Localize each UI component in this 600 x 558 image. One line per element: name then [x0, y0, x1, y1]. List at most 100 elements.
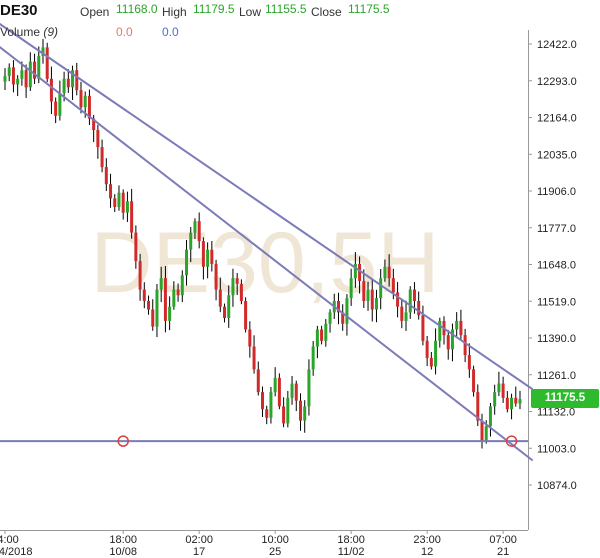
candle — [134, 225, 138, 269]
candle — [472, 365, 476, 397]
candle — [172, 281, 176, 310]
candle — [239, 279, 243, 305]
support-trendline[interactable] — [0, 45, 534, 462]
candle — [180, 270, 184, 303]
candle — [71, 65, 75, 100]
candle — [438, 317, 442, 348]
candle — [459, 309, 463, 340]
candle — [197, 212, 201, 249]
y-tick-label: 12422.0 — [537, 39, 577, 51]
candle — [480, 413, 484, 449]
candle — [159, 266, 163, 303]
close-label: Close — [311, 5, 342, 19]
candle — [434, 328, 438, 375]
candle — [298, 393, 302, 431]
volume-label: Volume (9) — [0, 25, 58, 39]
candle — [315, 325, 319, 359]
resistance-trendline[interactable] — [0, 22, 534, 391]
candle — [446, 329, 450, 360]
candle — [463, 328, 467, 363]
candle — [54, 97, 58, 124]
low-value: 11155.5 — [265, 2, 307, 16]
x-tick-time: 18:00 — [337, 534, 365, 546]
candle — [488, 402, 492, 437]
candle — [130, 188, 134, 239]
candle — [20, 61, 24, 86]
last-price-tag: 11175.5 — [531, 389, 599, 408]
candle — [206, 242, 210, 279]
candle — [510, 393, 514, 420]
candle — [210, 240, 214, 272]
candle — [185, 239, 189, 286]
candle — [45, 42, 49, 83]
candle — [121, 189, 125, 220]
candle — [218, 277, 222, 313]
y-tick-label: 12164.0 — [537, 113, 577, 125]
y-tick-label: 11648.0 — [537, 260, 576, 272]
candle — [324, 319, 328, 347]
y-tick-label: 12035.0 — [537, 149, 577, 161]
candle — [497, 371, 501, 397]
candle — [147, 295, 151, 315]
candle — [450, 323, 454, 362]
candle — [286, 390, 290, 428]
high-value: 11179.5 — [193, 2, 235, 16]
candle — [374, 289, 378, 323]
candle — [113, 194, 117, 213]
candle — [311, 341, 315, 376]
candle — [244, 297, 248, 333]
y-tick-label: 11906.0 — [537, 186, 576, 198]
y-tick-label: 10874.0 — [537, 480, 577, 492]
candle — [387, 254, 391, 287]
candle — [400, 298, 404, 329]
candle — [176, 283, 180, 302]
candle — [163, 266, 167, 333]
candle — [505, 391, 509, 413]
candle — [58, 80, 62, 121]
low-label: Low — [239, 5, 262, 19]
candle — [96, 124, 100, 159]
marker-circle[interactable] — [505, 435, 518, 447]
candle — [24, 64, 28, 98]
candle — [277, 373, 281, 410]
candle — [336, 292, 340, 325]
x-tick-date: 11/02 — [338, 546, 365, 558]
y-tick-label: 11132.0 — [537, 407, 575, 419]
x-tick-date: 21 — [497, 546, 509, 558]
candle — [341, 304, 345, 331]
marker-circle[interactable] — [117, 435, 129, 447]
open-value: 11168.0 — [116, 2, 158, 16]
candle — [7, 63, 11, 82]
x-tick-time: 04:00 — [0, 534, 19, 546]
candle — [358, 256, 362, 294]
candle — [252, 335, 256, 374]
candle — [79, 81, 83, 114]
candle — [421, 305, 425, 346]
candle — [404, 300, 408, 331]
candle — [227, 285, 231, 328]
candle — [294, 380, 298, 412]
candle — [396, 282, 400, 318]
candle — [467, 343, 471, 378]
candle — [273, 367, 277, 397]
x-tick-date: 25 — [269, 546, 281, 558]
x-tick-time: 18:00 — [109, 534, 137, 546]
candle — [109, 173, 113, 208]
volume-param: (9) — [43, 25, 59, 39]
y-tick-label: 11003.0 — [537, 443, 576, 455]
trendlines — [0, 22, 534, 462]
candle — [256, 361, 260, 396]
candle — [189, 227, 193, 263]
candle — [11, 60, 15, 93]
candle — [49, 66, 53, 115]
y-tick-label: 12293.0 — [537, 76, 577, 88]
candle — [16, 75, 20, 97]
candle — [417, 291, 421, 320]
candle — [138, 253, 142, 301]
candle — [265, 405, 269, 425]
candle — [429, 351, 433, 370]
close-value: 11175.5 — [348, 2, 390, 16]
x-axis: 04:0009/24/201818:0010/0802:001710:00251… — [0, 530, 517, 558]
candle — [193, 218, 197, 240]
